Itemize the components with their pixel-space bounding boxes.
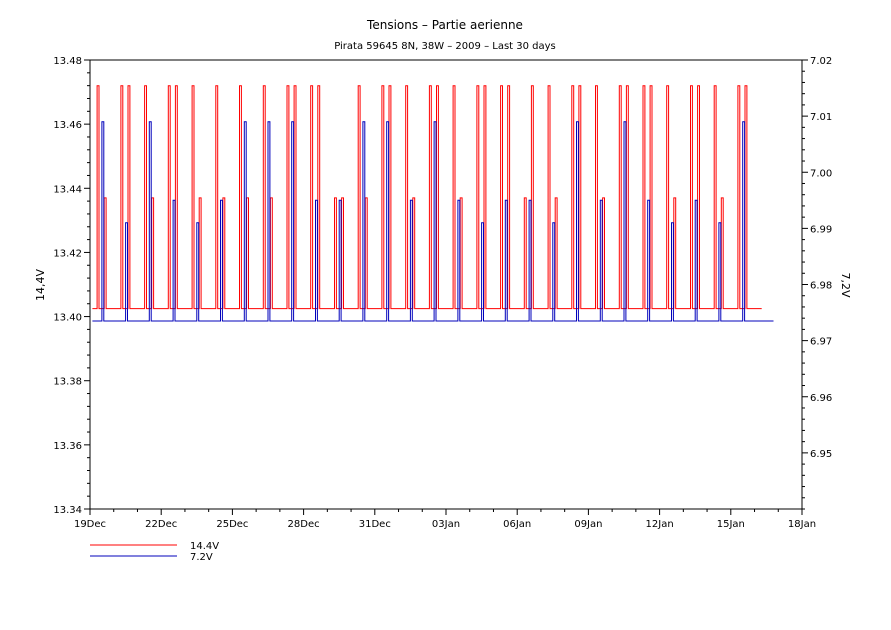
y-axis-label-left: 14,4V bbox=[34, 269, 47, 301]
y-left-tick-label: 13.42 bbox=[53, 248, 82, 259]
legend-label: 14.4V bbox=[190, 541, 219, 552]
y-left-tick-label: 13.48 bbox=[53, 56, 82, 67]
y-left-tick-label: 13.38 bbox=[53, 377, 82, 388]
x-tick-label: 22Dec bbox=[145, 519, 177, 530]
plot-area bbox=[92, 85, 774, 322]
x-tick-label: 31Dec bbox=[359, 519, 391, 530]
x-tick-label: 15Jan bbox=[717, 519, 745, 530]
x-tick-label: 18Jan bbox=[788, 519, 816, 530]
x-tick-label: 06Jan bbox=[503, 519, 531, 530]
x-tick-label: 28Dec bbox=[288, 519, 320, 530]
y-right-tick-label: 6.99 bbox=[810, 224, 832, 235]
x-tick-label: 09Jan bbox=[574, 519, 602, 530]
legend: 14.4V7.2V bbox=[90, 541, 219, 563]
y-left-tick-label: 13.46 bbox=[53, 120, 82, 131]
x-tick-label: 03Jan bbox=[432, 519, 460, 530]
chart-title: Tensions – Partie aerienne bbox=[366, 18, 523, 32]
x-tick-label: 19Dec bbox=[74, 519, 106, 530]
axes: 13.34 13.36 13.38 13.40 13.42 13.44 13.46 13.48… bbox=[53, 56, 832, 530]
y-right-tick-label: 7.01 bbox=[810, 112, 832, 123]
chart-subtitle: Pirata 59645 8N, 38W – 2009 – Last 30 da… bbox=[334, 41, 556, 52]
y-right-tick-label: 7.00 bbox=[810, 168, 832, 179]
x-tick-label: 25Dec bbox=[216, 519, 248, 530]
y-right-tick-label: 6.98 bbox=[810, 281, 832, 292]
y-left-tick-label: 13.34 bbox=[53, 505, 82, 516]
y-left-tick-label: 13.44 bbox=[53, 184, 82, 195]
x-tick-label: 12Jan bbox=[646, 519, 674, 530]
y-right-tick-label: 6.95 bbox=[810, 449, 832, 460]
legend-label: 7.2V bbox=[190, 552, 213, 563]
y-left-tick-label: 13.36 bbox=[53, 441, 82, 452]
y-right-tick-label: 7.02 bbox=[810, 56, 832, 67]
y-right-tick-label: 6.96 bbox=[810, 393, 832, 404]
series-line-0 bbox=[92, 85, 762, 310]
series-line-1 bbox=[92, 121, 774, 322]
y-axis-label-right: 7,2V bbox=[839, 272, 852, 297]
y-right-tick-label: 6.97 bbox=[810, 337, 832, 348]
y-left-tick-label: 13.40 bbox=[53, 313, 82, 324]
